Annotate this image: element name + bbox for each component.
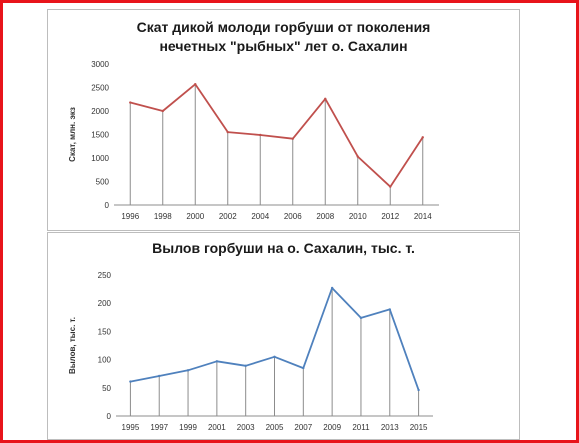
- y-axis-label: Вылов, тыс. т.: [68, 317, 77, 374]
- y-tick-label: 100: [98, 356, 112, 365]
- chart-title-line-2: нечетных "рыбных" лет о. Сахалин: [159, 38, 408, 54]
- data-point: [356, 155, 359, 158]
- y-tick-label: 2500: [91, 84, 109, 93]
- y-tick-label: 1000: [91, 154, 109, 163]
- data-point: [194, 83, 197, 86]
- data-point: [330, 286, 334, 290]
- y-tick-label: 2000: [91, 107, 109, 116]
- data-point: [273, 355, 276, 358]
- line-chart-smolt: 0 500 1000 1500 2000 2500 3000 Скат, млн. экз 19…: [68, 60, 439, 221]
- x-tick-label: 2007: [294, 423, 312, 432]
- x-tick-label: 2006: [284, 212, 302, 221]
- data-point: [388, 308, 391, 311]
- y-tick-label: 200: [98, 299, 112, 308]
- data-point: [226, 130, 229, 134]
- chart-title-line-1: Скат дикой молоди горбуши от поколения: [136, 19, 431, 35]
- line-chart-catch: 0 50 100 150 200 250 Вылов, тыс. т. 1995 1997 199…: [68, 271, 433, 432]
- data-point: [161, 109, 164, 113]
- chart-title: Вылов горбуши на о. Сахалин, тыс. т.: [48, 239, 519, 258]
- data-point: [129, 380, 132, 383]
- chart-panel-smolt-migration: Скат дикой молоди горбуши от поколения н…: [47, 9, 520, 231]
- x-tick-label: 1999: [179, 423, 197, 432]
- x-tick-label: 2005: [266, 423, 284, 432]
- data-point: [421, 136, 424, 139]
- data-point: [158, 374, 161, 378]
- chart-title-line-1: Вылов горбуши на о. Сахалин, тыс. т.: [152, 240, 415, 256]
- data-point: [359, 316, 363, 320]
- x-tick-label: 2012: [381, 212, 399, 221]
- data-point: [259, 133, 262, 137]
- x-tick-label: 2011: [352, 423, 370, 432]
- chart-title: Скат дикой молоди горбуши от поколения н…: [48, 18, 519, 56]
- y-tick-label: 150: [98, 327, 112, 336]
- x-tick-label: 2010: [349, 212, 367, 221]
- y-axis-label: Скат, млн. экз: [68, 107, 77, 162]
- data-point: [389, 185, 392, 188]
- series-line: [130, 83, 424, 188]
- data-point: [324, 97, 327, 100]
- x-tick-label: 2014: [414, 212, 432, 221]
- x-tick-label: 1996: [121, 212, 139, 221]
- y-tick-label: 1500: [91, 131, 109, 140]
- y-tick-label: 0: [105, 201, 110, 210]
- y-tick-label: 0: [107, 412, 112, 421]
- x-tick-label: 2004: [251, 212, 269, 221]
- data-point: [244, 364, 247, 368]
- y-tick-label: 500: [96, 178, 110, 187]
- x-tick-label: 2003: [237, 423, 255, 432]
- x-tick-label: 1995: [122, 423, 140, 432]
- data-point: [291, 137, 294, 140]
- data-point: [129, 101, 132, 104]
- x-tick-label: 2015: [410, 423, 428, 432]
- x-tick-label: 2001: [208, 423, 226, 432]
- x-tick-label: 1998: [154, 212, 172, 221]
- x-tick-label: 2000: [186, 212, 204, 221]
- y-tick-label: 250: [98, 271, 112, 280]
- data-point: [417, 388, 420, 392]
- x-tick-label: 2008: [316, 212, 334, 221]
- data-point: [215, 360, 219, 363]
- chart-panel-catch: Вылов горбуши на о. Сахалин, тыс. т. 0 50…: [47, 232, 520, 440]
- y-tick-label: 3000: [91, 60, 109, 69]
- x-tick-label: 2013: [381, 423, 399, 432]
- x-tick-label: 1997: [150, 423, 168, 432]
- data-point: [302, 366, 305, 370]
- x-tick-label: 2002: [219, 212, 237, 221]
- x-tick-label: 2009: [323, 423, 341, 432]
- data-point: [186, 369, 190, 372]
- y-tick-label: 50: [102, 384, 111, 393]
